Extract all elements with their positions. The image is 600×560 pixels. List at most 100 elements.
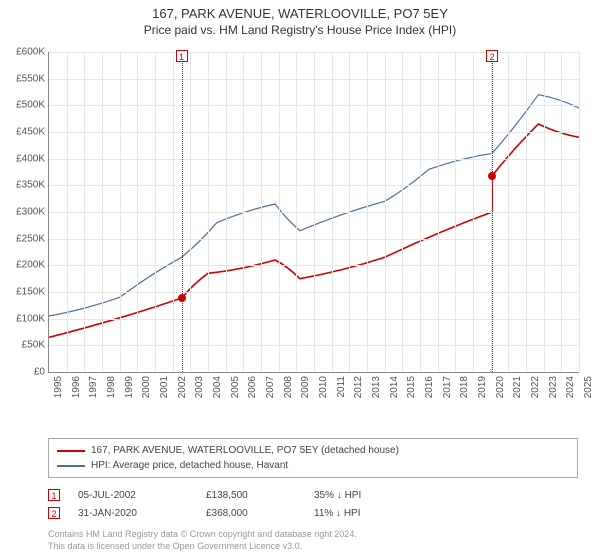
page-subtitle: Price paid vs. HM Land Registry's House …	[0, 21, 600, 37]
gridline-vertical	[243, 52, 244, 372]
gridline-vertical	[226, 52, 227, 372]
event-note: 35% ↓ HPI	[314, 490, 424, 501]
x-axis-label: 2014	[389, 376, 400, 398]
event-price: £138,500	[206, 490, 296, 501]
gridline-vertical	[367, 52, 368, 372]
legend-row: 167, PARK AVENUE, WATERLOOVILLE, PO7 5EY…	[57, 443, 569, 458]
gridline-vertical	[102, 52, 103, 372]
y-axis-label: £350K	[1, 180, 45, 191]
gridline-vertical	[455, 52, 456, 372]
gridline-vertical	[561, 52, 562, 372]
x-axis-label: 2018	[459, 376, 470, 398]
legend-label: 167, PARK AVENUE, WATERLOOVILLE, PO7 5EY…	[91, 443, 399, 458]
x-axis-label: 2013	[371, 376, 382, 398]
gridline-vertical	[314, 52, 315, 372]
gridline-vertical	[544, 52, 545, 372]
legend-label: HPI: Average price, detached house, Hava…	[91, 458, 288, 473]
attribution-line: Contains HM Land Registry data © Crown c…	[48, 528, 578, 540]
x-axis-label: 2022	[530, 376, 541, 398]
x-axis-label: 2002	[177, 376, 188, 398]
x-axis-label: 2001	[159, 376, 170, 398]
gridline-vertical	[349, 52, 350, 372]
gridline-vertical	[120, 52, 121, 372]
gridline-vertical	[526, 52, 527, 372]
x-axis-label: 2020	[495, 376, 506, 398]
gridline-vertical	[332, 52, 333, 372]
x-axis-label: 2011	[336, 376, 347, 398]
x-axis-label: 2007	[265, 376, 276, 398]
event-guideline	[182, 52, 183, 372]
x-axis-label: 1997	[88, 376, 99, 398]
event-row: 2 31-JAN-2020 £368,000 11% ↓ HPI	[48, 504, 578, 522]
legend-box: 167, PARK AVENUE, WATERLOOVILLE, PO7 5EY…	[48, 438, 578, 478]
gridline-vertical	[137, 52, 138, 372]
x-axis-label: 2025	[583, 376, 594, 398]
x-axis-label: 2003	[194, 376, 205, 398]
event-note: 11% ↓ HPI	[314, 508, 424, 519]
page-title: 167, PARK AVENUE, WATERLOOVILLE, PO7 5EY	[0, 0, 600, 21]
gridline-vertical	[155, 52, 156, 372]
y-axis-label: £200K	[1, 260, 45, 271]
legend-swatch	[57, 465, 85, 467]
sale-point	[488, 172, 496, 180]
gridline-vertical	[67, 52, 68, 372]
gridline-vertical	[173, 52, 174, 372]
y-axis-label: £400K	[1, 153, 45, 164]
x-axis-label: 2015	[406, 376, 417, 398]
events-table: 105-JUL-2002£138,50035% ↓ HPI231-JAN-202…	[48, 486, 578, 522]
gridline-vertical	[508, 52, 509, 372]
gridline-vertical	[420, 52, 421, 372]
event-marker: 2	[486, 50, 498, 62]
attribution-line: This data is licensed under the Open Gov…	[48, 540, 578, 552]
plot-area: £0£50K£100K£150K£200K£250K£300K£350K£400…	[48, 52, 579, 373]
y-axis-label: £550K	[1, 73, 45, 84]
event-guideline	[492, 52, 493, 372]
gridline-vertical	[208, 52, 209, 372]
x-axis-label: 1999	[124, 376, 135, 398]
sale-point	[178, 294, 186, 302]
event-marker: 1	[176, 50, 188, 62]
gridline-vertical	[84, 52, 85, 372]
x-axis-label: 2019	[477, 376, 488, 398]
gridline-vertical	[438, 52, 439, 372]
y-axis-label: £100K	[1, 313, 45, 324]
event-index-badge: 1	[48, 489, 60, 501]
chart-container: 167, PARK AVENUE, WATERLOOVILLE, PO7 5EY…	[0, 0, 600, 560]
x-axis-label: 2005	[230, 376, 241, 398]
x-axis-label: 1998	[106, 376, 117, 398]
gridline-vertical	[579, 52, 580, 372]
gridline-vertical	[261, 52, 262, 372]
y-axis-label: £500K	[1, 100, 45, 111]
x-axis-label: 1995	[53, 376, 64, 398]
x-axis-label: 2016	[424, 376, 435, 398]
legend-row: HPI: Average price, detached house, Hava…	[57, 458, 569, 473]
x-axis-label: 2012	[353, 376, 364, 398]
x-axis-label: 2017	[442, 376, 453, 398]
chart-area: £0£50K£100K£150K£200K£250K£300K£350K£400…	[0, 44, 600, 434]
y-axis-label: £450K	[1, 127, 45, 138]
gridline-vertical	[385, 52, 386, 372]
y-axis-label: £50K	[1, 340, 45, 351]
x-axis-label: 2000	[141, 376, 152, 398]
event-index-badge: 2	[48, 507, 60, 519]
event-price: £368,000	[206, 508, 296, 519]
gridline-vertical	[473, 52, 474, 372]
x-axis-label: 2010	[318, 376, 329, 398]
attribution: Contains HM Land Registry data © Crown c…	[48, 528, 578, 552]
event-date: 31-JAN-2020	[78, 508, 188, 519]
x-axis-label: 2023	[548, 376, 559, 398]
y-axis-label: £300K	[1, 207, 45, 218]
x-axis-label: 1996	[71, 376, 82, 398]
x-axis-label: 2021	[512, 376, 523, 398]
y-axis-label: £0	[1, 367, 45, 378]
gridline-vertical	[279, 52, 280, 372]
x-axis-label: 2004	[212, 376, 223, 398]
gridline-vertical	[402, 52, 403, 372]
event-row: 105-JUL-2002£138,50035% ↓ HPI	[48, 486, 578, 504]
gridline-vertical	[190, 52, 191, 372]
x-axis-label: 2024	[565, 376, 576, 398]
gridline-vertical	[296, 52, 297, 372]
legend-swatch	[57, 450, 85, 452]
x-axis-label: 2006	[247, 376, 258, 398]
x-axis-label: 2008	[283, 376, 294, 398]
